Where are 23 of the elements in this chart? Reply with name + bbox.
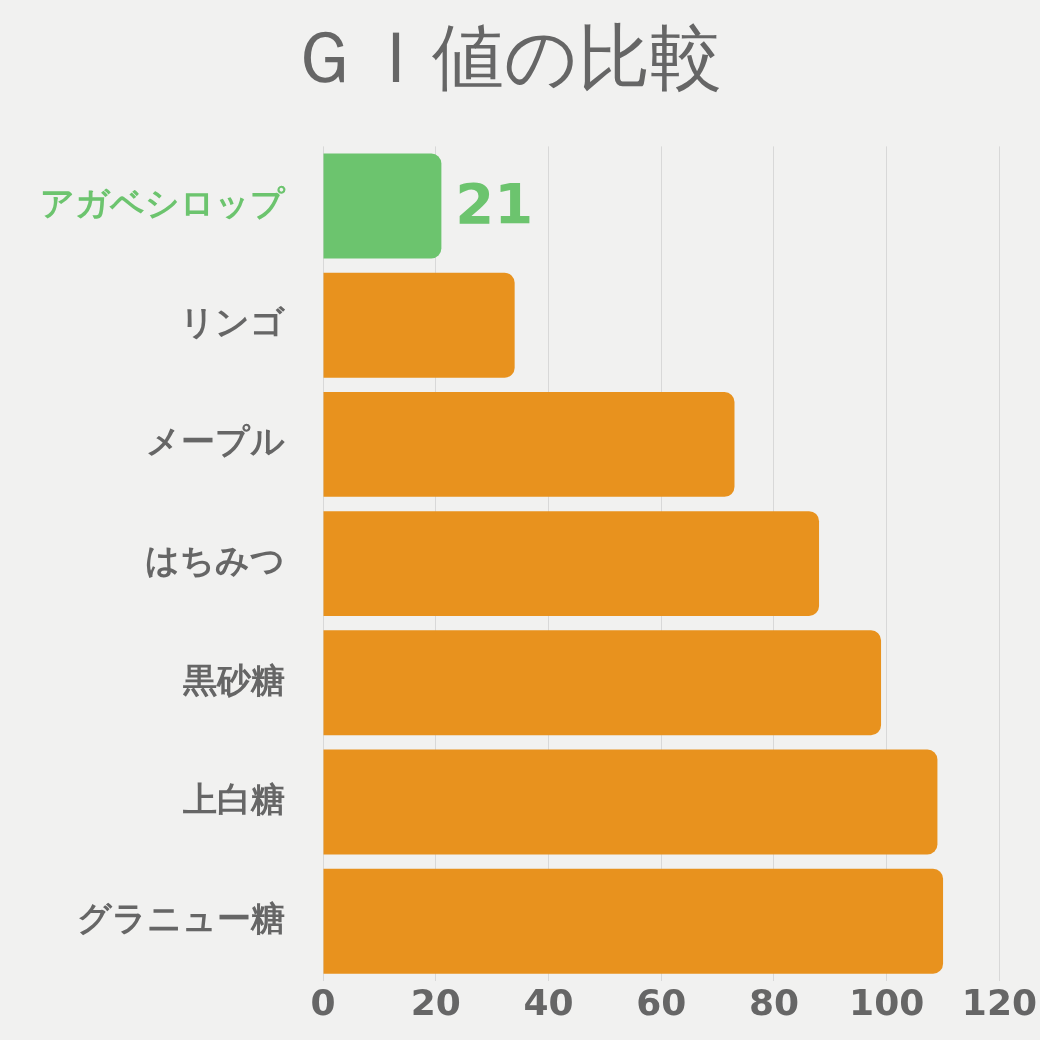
x-tick-label: 20 — [410, 981, 461, 1023]
x-tick-label: 120 — [961, 981, 1037, 1023]
y-tick-label: 黒砂糖 — [182, 659, 285, 700]
y-tick-label: グラニュー糖 — [77, 898, 285, 939]
x-tick-label: 80 — [748, 981, 800, 1023]
y-tick-label: アガベシロップ — [40, 182, 286, 223]
bar — [323, 511, 820, 617]
data-label: 21 — [455, 170, 534, 236]
bar — [323, 391, 735, 497]
x-tick-label: 100 — [849, 981, 925, 1023]
bar — [323, 749, 938, 855]
x-tick-label: 60 — [636, 981, 687, 1023]
bar — [323, 868, 944, 974]
y-tick-label: 上白糖 — [182, 778, 285, 819]
bar — [323, 272, 515, 378]
x-tick-label: 0 — [310, 981, 336, 1023]
y-tick-label: はちみつ — [145, 540, 285, 581]
bar — [323, 153, 442, 259]
y-tick-label: リンゴ — [180, 302, 286, 343]
chart-title: ＧＩ値の比較 — [288, 14, 722, 99]
x-tick-label: 40 — [523, 981, 574, 1023]
bar — [323, 630, 882, 736]
y-tick-label: メープル — [146, 421, 285, 462]
